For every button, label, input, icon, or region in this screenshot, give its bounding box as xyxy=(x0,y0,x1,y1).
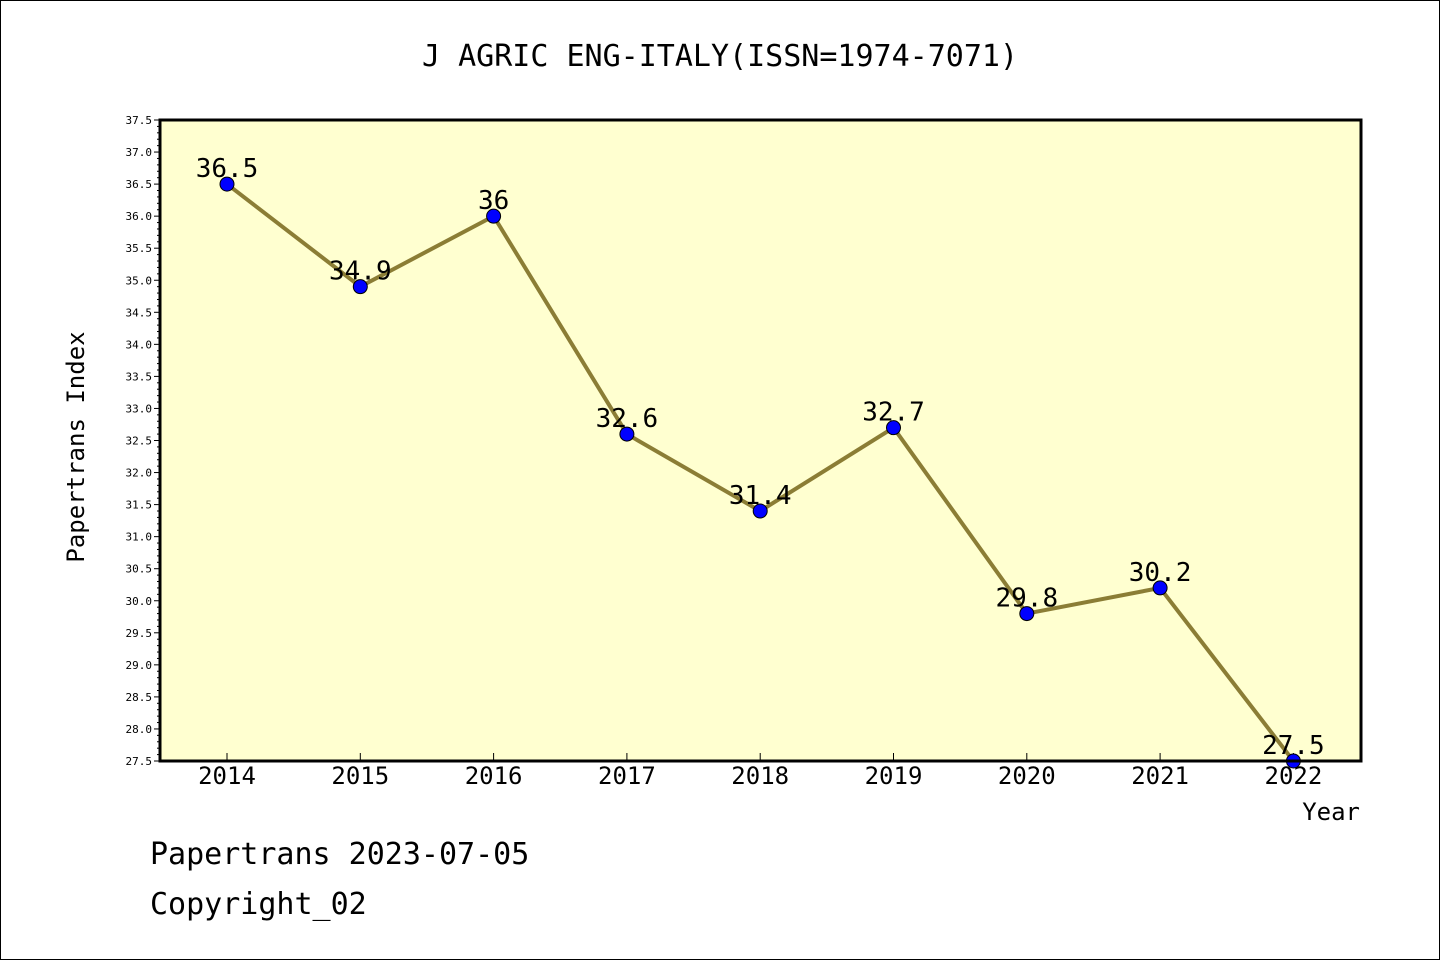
y-tick-label: 36.0 xyxy=(126,210,153,223)
y-tick-label: 32.0 xyxy=(126,467,153,480)
y-tick-label: 30.0 xyxy=(126,595,153,608)
footer-date: Papertrans 2023-07-05 xyxy=(150,837,529,872)
y-tick-label: 37.5 xyxy=(126,114,153,127)
y-tick-label: 34.0 xyxy=(126,338,153,351)
x-tick-label: 2016 xyxy=(465,762,523,790)
data-point xyxy=(619,426,635,442)
data-label: 32.7 xyxy=(862,398,925,428)
data-label: 36.5 xyxy=(196,154,259,184)
data-label: 36 xyxy=(478,186,509,216)
y-tick-label: 29.5 xyxy=(126,627,153,640)
y-tick-label: 29.0 xyxy=(126,659,153,672)
data-label: 29.8 xyxy=(995,584,1058,614)
data-label: 32.6 xyxy=(596,404,659,434)
y-tick-label: 33.5 xyxy=(126,370,153,383)
y-tick-label: 35.5 xyxy=(126,242,153,255)
data-point xyxy=(752,503,768,519)
data-label: 34.9 xyxy=(329,257,392,287)
y-tick-label: 33.0 xyxy=(126,402,153,415)
y-tick-label: 37.0 xyxy=(126,146,153,159)
data-label: 27.5 xyxy=(1262,731,1325,761)
data-point xyxy=(219,176,235,192)
y-tick-label: 35.0 xyxy=(126,274,153,287)
x-tick-label: 2014 xyxy=(198,762,256,790)
data-point xyxy=(486,208,502,224)
y-tick-label: 32.5 xyxy=(126,435,153,448)
y-axis: 27.5 28.0 28.5 29.0 29.5 30.0 30.5 31.0 31.5 32.0… xyxy=(126,114,160,768)
plot-area xyxy=(160,120,1361,761)
x-axis-label: Year xyxy=(1302,798,1360,826)
footer-copyright: Copyright_02 xyxy=(150,887,367,922)
data-point xyxy=(886,420,901,436)
chart-title: J AGRIC ENG-ITALY(ISSN=1974-7071) xyxy=(422,39,1018,74)
series-group: 36.5 34.9 36 32.6 31.4 32.7 29.8 30.2 27.5 xyxy=(196,154,1325,769)
data-point xyxy=(352,279,368,295)
y-tick-label: 31.5 xyxy=(126,499,153,512)
x-tick-label: 2015 xyxy=(331,762,389,790)
y-tick-label: 31.0 xyxy=(126,531,153,544)
x-tick-label: 2019 xyxy=(865,762,923,790)
x-tick-label: 2021 xyxy=(1131,762,1189,790)
x-tick-label: 2018 xyxy=(731,762,789,790)
x-tick-label: 2020 xyxy=(998,762,1056,790)
data-label: 31.4 xyxy=(729,481,792,511)
data-point xyxy=(1019,606,1035,622)
y-tick-label: 30.5 xyxy=(126,563,153,576)
y-tick-label: 28.0 xyxy=(126,723,153,736)
y-tick-label: 28.5 xyxy=(126,691,153,704)
y-axis-label: Papertrans Index xyxy=(62,331,90,562)
data-point xyxy=(1152,580,1168,596)
x-tick-label: 2017 xyxy=(598,762,656,790)
y-tick-label: 34.5 xyxy=(126,306,153,319)
plot-border xyxy=(158,118,1363,763)
data-label: 30.2 xyxy=(1129,558,1192,588)
y-tick-label: 27.5 xyxy=(126,755,153,768)
y-tick-label: 36.5 xyxy=(126,178,153,191)
